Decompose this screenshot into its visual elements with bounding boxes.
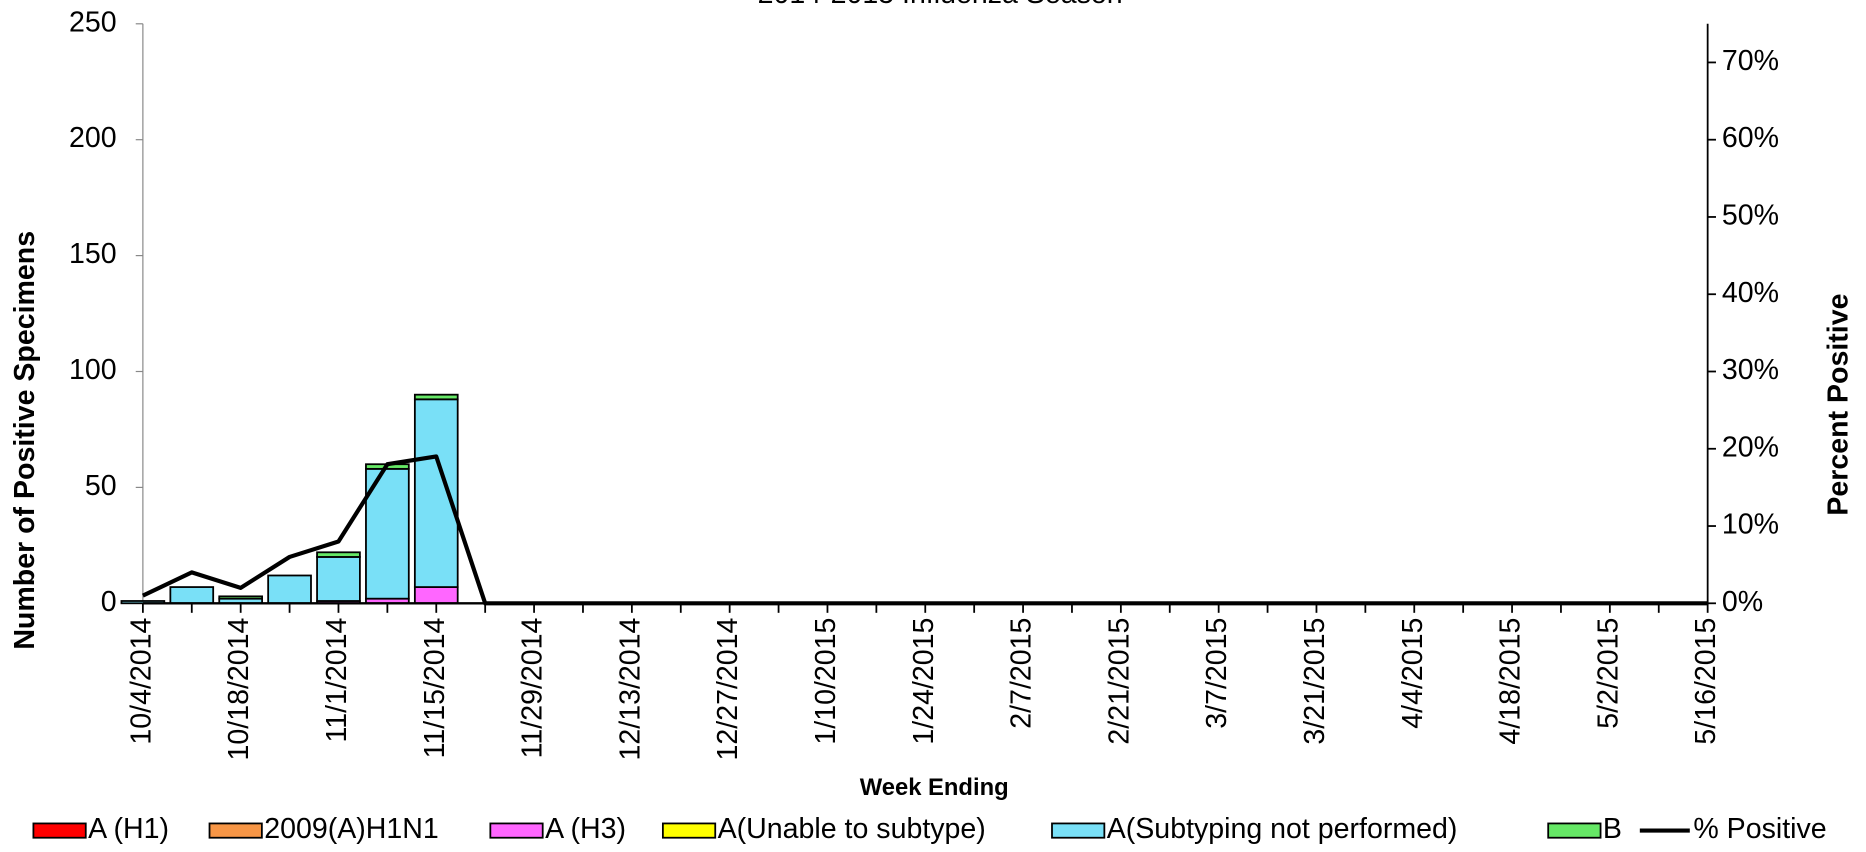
chart-title: 2014-2015 Influenza Season	[758, 0, 1123, 10]
x-tick-label: 12/27/2014	[712, 617, 744, 760]
bar-segment	[413, 393, 459, 401]
legend-swatch	[1051, 822, 1106, 839]
legend-label: A (H3)	[545, 813, 626, 845]
x-tick-label: 4/18/2015	[1495, 618, 1527, 745]
y-axis-title: Number of Positive Specimens	[9, 231, 41, 650]
x-tick-label: 12/13/2014	[614, 617, 646, 760]
bar-segment	[218, 595, 263, 600]
line-series	[141, 454, 1708, 606]
y2-tick-label: 60%	[1722, 122, 1779, 154]
y-tick-label: 0	[101, 586, 117, 618]
legend-label: A (H1)	[88, 813, 169, 845]
y2-tick-label: 70%	[1722, 45, 1779, 77]
y2-tick-label: 0%	[1722, 586, 1763, 618]
legend-swatch	[1547, 822, 1602, 839]
x-tick-label: 3/21/2015	[1299, 618, 1331, 745]
y-tick-label: 250	[69, 6, 117, 38]
y-tick-label: 100	[69, 354, 117, 386]
bar-segment	[413, 586, 459, 605]
x-tick-label: 2/7/2015	[1006, 618, 1038, 729]
legend-swatch	[32, 822, 87, 839]
legend-swatch	[489, 822, 544, 839]
y-tick-label: 200	[69, 122, 117, 154]
y2-tick-label: 40%	[1722, 277, 1779, 309]
y2-tick-label: 10%	[1722, 509, 1779, 541]
legend-label: B	[1603, 813, 1622, 845]
bar-segment	[316, 556, 361, 602]
x-tick-label: 1/10/2015	[810, 618, 842, 745]
legend-label: A(Subtyping not performed)	[1107, 813, 1458, 845]
x-tick-label: 3/7/2015	[1201, 618, 1233, 729]
legend-swatch	[208, 822, 263, 839]
x-tick-label: 5/16/2015	[1690, 618, 1722, 745]
legend-label: % Positive	[1693, 813, 1826, 845]
bar-segment	[316, 551, 361, 558]
legend-label: A(Unable to subtype)	[718, 813, 986, 845]
bar-segment	[267, 574, 312, 605]
x-tick-label: 2/21/2015	[1103, 618, 1135, 745]
legend-label: 2009(A)H1N1	[264, 813, 439, 845]
x-axis-title: Week Ending	[860, 774, 1009, 801]
bar-segment	[413, 398, 459, 588]
x-tick-label: 5/2/2015	[1592, 618, 1624, 729]
y-tick-label: 150	[69, 238, 117, 270]
x-tick-label: 10/18/2014	[223, 617, 255, 760]
x-tick-label: 11/29/2014	[517, 617, 549, 758]
x-tick-label: 11/15/2014	[419, 617, 451, 758]
y2-axis-title: Percent Positive	[1822, 294, 1854, 516]
x-tick-label: 1/24/2015	[908, 618, 940, 745]
y2-tick-label: 50%	[1722, 200, 1779, 232]
x-tick-label: 4/4/2015	[1397, 618, 1429, 729]
x-tick-label: 10/4/2014	[125, 617, 157, 744]
x-tick-label: 11/1/2014	[321, 617, 353, 742]
bar-segment	[169, 586, 215, 605]
legend-swatch	[661, 822, 717, 839]
y2-tick-label: 20%	[1722, 431, 1779, 463]
y2-tick-label: 30%	[1722, 354, 1779, 386]
y-tick-label: 50	[85, 470, 117, 502]
